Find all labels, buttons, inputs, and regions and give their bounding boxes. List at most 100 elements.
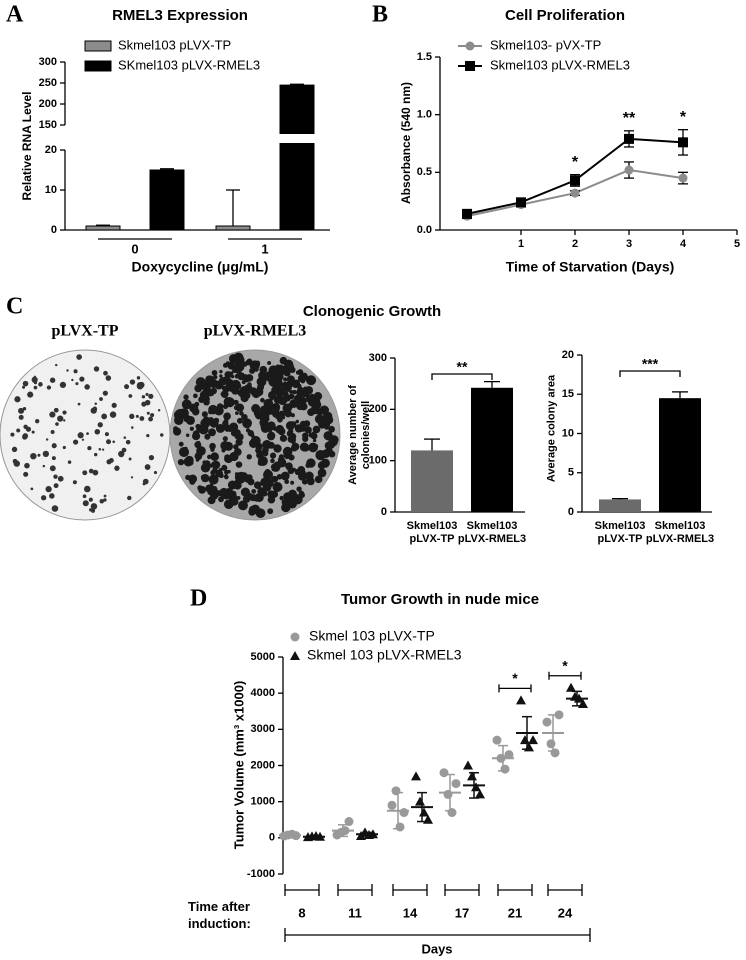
colony <box>222 403 229 410</box>
point <box>504 750 514 760</box>
colony <box>150 413 155 418</box>
colony <box>220 441 230 451</box>
colony <box>33 380 38 385</box>
colony <box>206 454 212 460</box>
significance-label: * <box>512 670 518 686</box>
colony <box>183 394 189 400</box>
point <box>528 735 538 745</box>
colony <box>53 474 58 479</box>
colony <box>22 407 27 411</box>
colony <box>219 473 224 479</box>
colony <box>72 480 77 485</box>
colony <box>49 411 56 418</box>
colony <box>290 480 295 485</box>
colony <box>287 489 297 499</box>
point <box>678 173 688 183</box>
y-tick-label: 1.5 <box>417 51 432 63</box>
colony <box>238 500 248 511</box>
colony <box>82 470 88 476</box>
colony <box>71 378 74 382</box>
y-tick-label: 0.5 <box>417 166 432 178</box>
day-bracket <box>547 884 583 896</box>
colony <box>312 438 317 443</box>
colony <box>144 464 151 470</box>
colony <box>328 443 334 448</box>
colony <box>218 377 228 386</box>
colony <box>304 386 314 395</box>
colony <box>128 457 132 461</box>
x-tick-label: 11 <box>348 905 362 920</box>
y-tick-label: 1000 <box>251 796 275 808</box>
bar <box>215 225 251 231</box>
point <box>344 817 354 827</box>
legend-marker <box>465 41 475 51</box>
colony <box>88 497 93 502</box>
day-bracket <box>392 884 428 896</box>
colony <box>12 458 18 464</box>
colony <box>94 428 101 435</box>
colony <box>11 446 18 453</box>
x-tick-label: 14 <box>403 905 418 920</box>
point <box>395 822 405 832</box>
colony <box>211 461 218 468</box>
colony <box>243 391 251 400</box>
colony <box>144 399 151 406</box>
legend-label: SKmel103 pLVX-RMEL3 <box>118 57 260 72</box>
colony <box>125 439 131 445</box>
colony <box>312 425 321 434</box>
colony <box>262 439 272 450</box>
colony <box>282 446 293 457</box>
y-tick-label: 0 <box>568 506 574 518</box>
colony <box>256 376 267 387</box>
colony <box>262 483 272 492</box>
x-tick-label: Skmel103 pLVX-TP <box>594 520 646 545</box>
significance-bracket <box>619 370 681 377</box>
colony <box>189 479 196 485</box>
colony <box>259 416 265 421</box>
colony <box>253 366 259 372</box>
x-axis-label: Doxycycline (μg/mL) <box>132 259 269 275</box>
y-tick-label: 10 <box>562 427 574 439</box>
x-tick-label: Skmel103 pLVX-TP <box>406 520 458 545</box>
colony <box>296 486 302 492</box>
colony <box>242 418 252 429</box>
colony <box>195 423 201 430</box>
colony <box>232 369 236 373</box>
colony <box>257 456 268 467</box>
colony <box>234 472 239 476</box>
colony <box>66 369 69 372</box>
legend-label: Skmel 103 pLVX-TP <box>309 628 435 644</box>
colony <box>201 473 210 483</box>
colony <box>114 465 120 471</box>
colony <box>305 462 311 469</box>
colony <box>268 404 279 415</box>
colony <box>23 424 28 430</box>
point <box>399 808 409 818</box>
colony <box>194 384 203 393</box>
colony <box>224 454 233 464</box>
colony <box>270 425 276 431</box>
colony <box>314 475 323 484</box>
y-tick-label: 20 <box>45 144 57 156</box>
days-line <box>284 928 591 942</box>
colony <box>208 409 213 415</box>
colony <box>102 390 108 396</box>
colony <box>142 478 149 485</box>
colony <box>130 426 134 429</box>
colony <box>222 436 228 442</box>
colony <box>160 433 164 437</box>
bar <box>599 499 641 512</box>
colony <box>319 423 325 429</box>
colony <box>103 494 107 498</box>
colony <box>227 480 237 490</box>
colony <box>38 382 43 387</box>
colony <box>273 444 280 451</box>
colony <box>103 370 108 376</box>
colony <box>297 466 306 474</box>
colony <box>22 434 28 440</box>
colony <box>208 417 214 423</box>
chart-title: Cell Proliferation <box>505 7 625 24</box>
colony <box>84 485 91 493</box>
colony <box>51 456 56 461</box>
